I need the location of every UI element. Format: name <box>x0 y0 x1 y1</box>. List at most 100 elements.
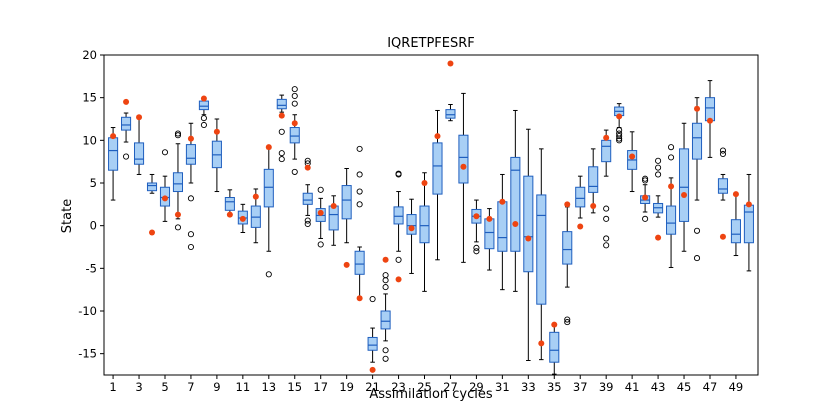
box-iqr <box>198 100 209 111</box>
outlier-point <box>382 277 389 284</box>
outlier-point <box>356 201 363 208</box>
truth-point <box>200 95 207 102</box>
truth-point <box>136 114 143 121</box>
outlier-point <box>382 284 389 291</box>
box-iqr <box>406 214 417 235</box>
outlier-point <box>719 147 727 154</box>
box-iqr <box>380 310 391 330</box>
outlier-point <box>655 164 662 171</box>
truth-point <box>343 261 350 268</box>
box-iqr <box>367 336 378 351</box>
truth-point <box>304 164 311 171</box>
truth-point <box>551 321 558 328</box>
box-iqr <box>302 192 313 205</box>
truth-point <box>590 203 597 210</box>
truth-point <box>460 163 467 170</box>
truth-point <box>732 191 739 198</box>
outlier-point <box>616 127 623 134</box>
outlier-point <box>395 256 402 263</box>
outlier-point <box>356 145 363 152</box>
truth-point <box>512 220 519 227</box>
outlier-point <box>603 242 610 249</box>
outlier-point <box>382 355 389 362</box>
truth-point <box>486 215 493 222</box>
box-iqr <box>743 204 754 244</box>
truth-point <box>356 295 363 302</box>
x-tick-label: 43 <box>651 380 666 394</box>
outlier-point <box>382 347 389 354</box>
outlier-point <box>642 175 649 182</box>
truth-point <box>330 203 337 210</box>
x-tick-label: 45 <box>677 380 692 394</box>
x-tick-label: 21 <box>365 380 380 394</box>
x-tick-label: 27 <box>443 380 458 394</box>
truth-point <box>447 60 454 67</box>
box-iqr <box>121 116 132 131</box>
y-tick-label: 10 <box>82 133 97 147</box>
truth-point <box>655 234 662 241</box>
outlier-point <box>187 195 194 202</box>
outlier-point <box>564 316 571 323</box>
truth-point <box>161 195 168 202</box>
outlier-point <box>317 186 324 193</box>
truth-point <box>745 201 752 208</box>
x-tick-label: 3 <box>135 380 142 394</box>
outlier-point <box>304 217 311 224</box>
x-tick-label: 7 <box>187 380 194 394</box>
truth-point <box>369 366 376 373</box>
x-tick-label: 47 <box>703 380 718 394</box>
box-iqr <box>666 205 677 235</box>
box-iqr <box>172 172 184 193</box>
outlier-point <box>616 133 623 140</box>
truth-point <box>278 112 285 119</box>
outlier-point <box>174 132 182 139</box>
box-iqr <box>575 186 586 208</box>
box-iqr <box>328 205 339 231</box>
x-tick-label: 25 <box>417 380 432 394</box>
outlier-point <box>200 121 207 129</box>
y-tick-label: 15 <box>82 91 97 105</box>
box-iqr <box>458 134 469 184</box>
truth-point <box>603 134 610 141</box>
outlier-point <box>603 205 610 212</box>
box-iqr <box>704 97 716 122</box>
box-iqr <box>133 142 145 165</box>
truth-point <box>174 211 181 218</box>
outlier-point <box>642 177 649 184</box>
outlier-point <box>187 231 194 238</box>
box-iqr <box>276 98 287 110</box>
outlier-point <box>616 137 623 144</box>
x-tick-label: 17 <box>313 380 328 394</box>
box-iqr <box>393 206 404 225</box>
outlier-point <box>304 220 311 228</box>
x-tick-label: 11 <box>236 380 251 394</box>
outlier-point <box>655 157 662 164</box>
box-iqr <box>717 178 729 194</box>
outlier-point <box>174 224 182 231</box>
outlier-point <box>603 235 610 242</box>
y-tick-label: -5 <box>86 261 97 275</box>
truth-point <box>473 213 480 220</box>
box-iqr <box>549 331 560 363</box>
truth-point <box>681 191 688 198</box>
outlier-point <box>187 243 194 251</box>
y-tick-label: 0 <box>90 219 97 233</box>
outlier-point <box>693 255 701 262</box>
truth-point <box>616 113 623 120</box>
x-tick-label: 31 <box>495 380 510 394</box>
x-tick-label: 9 <box>213 380 220 394</box>
outlier-point <box>395 170 402 177</box>
outlier-point <box>278 150 285 157</box>
outlier-point <box>564 319 571 326</box>
y-tick-label: 20 <box>82 48 97 62</box>
box-iqr <box>432 142 443 195</box>
box-iqr <box>445 109 456 119</box>
outlier-point <box>200 115 207 122</box>
box-iqr <box>678 148 690 222</box>
truth-point <box>395 276 402 283</box>
x-tick-label: 1 <box>109 380 116 394</box>
outlier-point <box>719 150 727 158</box>
box-iqr <box>341 185 352 220</box>
outlier-point <box>278 156 285 163</box>
